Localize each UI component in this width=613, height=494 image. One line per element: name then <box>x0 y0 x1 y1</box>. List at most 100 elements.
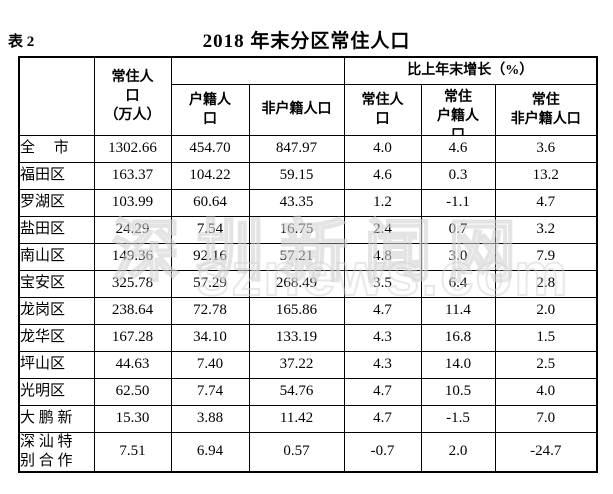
cell-g_hukou: 6.4 <box>420 269 496 298</box>
table-row: 大 鹏 新 15.30 3.88 11.42 4.7 -1.5 7.0 <box>18 404 598 433</box>
cell-resident: 325.78 <box>93 269 172 298</box>
cell-non_hukou: 0.57 <box>248 431 345 472</box>
cell-non_hukou: 11.42 <box>248 404 345 433</box>
cell-g_non_hukou: 13.2 <box>494 161 598 190</box>
cell-district: 龙岗区 <box>18 296 95 325</box>
cell-g_resident: 4.7 <box>343 377 422 406</box>
cell-non_hukou: 54.76 <box>248 377 345 406</box>
cell-g_non_hukou: 3.6 <box>494 134 598 163</box>
cell-g_resident: 3.5 <box>343 269 422 298</box>
table-row: 罗湖区 103.99 60.64 43.35 1.2 -1.1 4.7 <box>18 188 598 217</box>
cell-g_resident: 2.4 <box>343 215 422 244</box>
cell-district: 深 汕 特 别 合 作 <box>18 431 95 472</box>
cell-hukou: 7.54 <box>170 215 250 244</box>
cell-resident: 103.99 <box>93 188 172 217</box>
cell-non_hukou: 43.35 <box>248 188 345 217</box>
cell-non_hukou: 847.97 <box>248 134 345 163</box>
header-growth-hukou-text: 常住 户籍人 口 <box>437 89 479 135</box>
cell-g_non_hukou: 7.9 <box>494 242 598 271</box>
cell-g_non_hukou: -24.7 <box>494 431 598 472</box>
table-row: 光明区 62.50 7.74 54.76 4.7 10.5 4.0 <box>18 377 598 406</box>
table-row: 坪山区 44.63 7.40 37.22 4.3 14.0 2.5 <box>18 350 598 379</box>
cell-district: 全 市 <box>18 134 95 163</box>
cell-g_non_hukou: 4.7 <box>494 188 598 217</box>
cell-non_hukou: 133.19 <box>248 323 345 352</box>
header-growth-non-hukou: 常住 非户籍人口 <box>494 83 598 136</box>
cell-hukou: 34.10 <box>170 323 250 352</box>
cell-g_resident: 4.7 <box>343 404 422 433</box>
cell-g_hukou: 10.5 <box>420 377 496 406</box>
table-body: 全 市 1302.66 454.70 847.97 4.0 4.6 3.6 福田区 163.37… <box>18 134 598 472</box>
cell-non_hukou: 268.49 <box>248 269 345 298</box>
header-row-sub: 户籍人 口 非户籍人口 常住人 口 常住 户籍人 口 常住 非户籍人口 <box>19 83 598 136</box>
cell-hukou: 72.78 <box>170 296 250 325</box>
cell-g_resident: -0.7 <box>343 431 422 472</box>
cell-g_resident: 4.3 <box>343 350 422 379</box>
cell-g_resident: 4.8 <box>343 242 422 271</box>
cell-g_non_hukou: 2.5 <box>494 350 598 379</box>
cell-g_resident: 4.6 <box>343 161 422 190</box>
table-row: 龙岗区 238.64 72.78 165.86 4.7 11.4 2.0 <box>18 296 598 325</box>
cell-resident: 24.29 <box>93 215 172 244</box>
table-number-label: 表 2 <box>8 34 35 50</box>
cell-resident: 62.50 <box>93 377 172 406</box>
cell-resident: 1302.66 <box>93 134 172 163</box>
cell-g_non_hukou: 4.0 <box>494 377 598 406</box>
cell-resident: 167.28 <box>93 323 172 352</box>
table-row: 福田区 163.37 104.22 59.15 4.6 0.3 13.2 <box>18 161 598 190</box>
cell-g_hukou: -1.1 <box>420 188 496 217</box>
cell-g_hukou: 2.0 <box>420 431 496 472</box>
cell-resident: 163.37 <box>93 161 172 190</box>
cell-resident: 7.51 <box>93 431 172 472</box>
cell-resident: 44.63 <box>93 350 172 379</box>
cell-resident: 15.30 <box>93 404 172 433</box>
table-row: 龙华区 167.28 34.10 133.19 4.3 16.8 1.5 <box>18 323 598 352</box>
cell-district: 光明区 <box>18 377 95 406</box>
cell-resident: 149.36 <box>93 242 172 271</box>
header-growth-hukou: 常住 户籍人 口 <box>420 83 496 136</box>
header-pop-group-blank <box>170 56 345 85</box>
cell-g_hukou: 14.0 <box>420 350 496 379</box>
header-district <box>18 56 95 136</box>
cell-non_hukou: 37.22 <box>248 350 345 379</box>
cell-hukou: 7.40 <box>170 350 250 379</box>
table-header: 常住人 口 （万人） 比上年末增长（%） 户籍人 口 非户籍人口 常住人 口 常… <box>18 56 598 136</box>
cell-g_non_hukou: 2.8 <box>494 269 598 298</box>
cell-district: 宝安区 <box>18 269 95 298</box>
table-row: 宝安区 325.78 57.29 268.49 3.5 6.4 2.8 <box>18 269 598 298</box>
cell-g_hukou: 0.7 <box>420 215 496 244</box>
header-growth-resident: 常住人 口 <box>343 83 422 136</box>
table-row: 南山区 149.36 92.16 57.21 4.8 3.0 7.9 <box>18 242 598 271</box>
cell-hukou: 7.74 <box>170 377 250 406</box>
cell-district: 福田区 <box>18 161 95 190</box>
cell-g_non_hukou: 7.0 <box>494 404 598 433</box>
cell-resident: 238.64 <box>93 296 172 325</box>
cell-g_hukou: 11.4 <box>420 296 496 325</box>
cell-g_resident: 4.3 <box>343 323 422 352</box>
table-row: 盐田区 24.29 7.54 16.75 2.4 0.7 3.2 <box>18 215 598 244</box>
population-table: 常住人 口 （万人） 比上年末增长（%） 户籍人 口 非户籍人口 常住人 口 常… <box>18 56 598 473</box>
page-title: 2018 年末分区常住人口 <box>202 31 411 52</box>
cell-non_hukou: 16.75 <box>248 215 345 244</box>
cell-hukou: 6.94 <box>170 431 250 472</box>
cell-g_hukou: 3.0 <box>420 242 496 271</box>
cell-hukou: 92.16 <box>170 242 250 271</box>
cell-g_hukou: 16.8 <box>420 323 496 352</box>
header-row-group: 常住人 口 （万人） 比上年末增长（%） <box>18 56 598 136</box>
cell-district: 大 鹏 新 <box>18 404 95 433</box>
header-non-hukou-pop: 非户籍人口 <box>248 83 345 136</box>
cell-g_resident: 4.7 <box>343 296 422 325</box>
cell-hukou: 104.22 <box>170 161 250 190</box>
cell-non_hukou: 165.86 <box>248 296 345 325</box>
cell-district: 坪山区 <box>18 350 95 379</box>
table-row: 深 汕 特 别 合 作 7.51 6.94 0.57 -0.7 2.0 -24.7 <box>18 431 598 472</box>
cell-g_non_hukou: 2.0 <box>494 296 598 325</box>
cell-hukou: 57.29 <box>170 269 250 298</box>
cell-non_hukou: 59.15 <box>248 161 345 190</box>
cell-district: 龙华区 <box>18 323 95 352</box>
header-growth-group: 比上年末增长（%） <box>343 56 598 85</box>
cell-g_non_hukou: 3.2 <box>494 215 598 244</box>
header-resident-pop: 常住人 口 （万人） <box>93 56 172 136</box>
cell-g_resident: 1.2 <box>343 188 422 217</box>
